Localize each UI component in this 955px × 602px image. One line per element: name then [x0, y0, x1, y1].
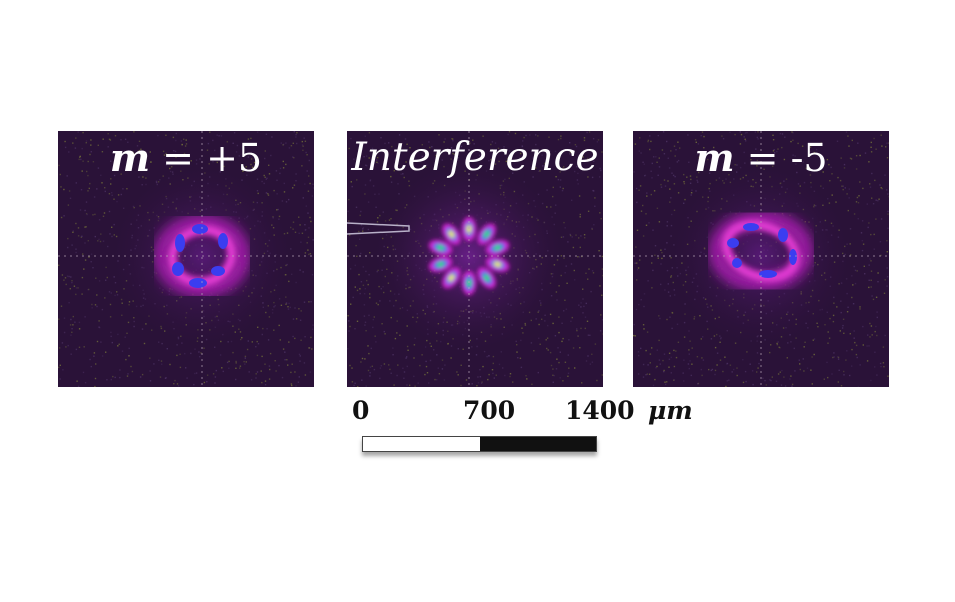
title-variable-m: m	[109, 135, 151, 180]
image-panel-m-plus-5: m = +5	[58, 131, 314, 387]
image-panel-interference: Interference	[347, 131, 603, 387]
beam-profile-interference	[347, 131, 603, 387]
reflection-streak	[347, 222, 410, 235]
scalebar-label-700: 700	[463, 396, 516, 425]
image-panel-m-minus-5: m = -5	[633, 131, 889, 387]
scalebar-black-segment	[479, 437, 596, 451]
title-value: = +5	[150, 136, 263, 180]
scalebar-unit: μm	[648, 396, 693, 425]
scalebar	[362, 436, 597, 452]
panel-title-m-plus-5: m = +5	[58, 135, 314, 181]
beam-profile-m-plus-5	[58, 131, 314, 387]
scalebar-label-0: 0	[352, 396, 370, 425]
scalebar-white-segment	[363, 437, 480, 451]
panel-title-m-minus-5: m = -5	[633, 135, 889, 181]
beam-profile-m-minus-5	[633, 131, 889, 387]
title-value: = -5	[734, 136, 828, 180]
scalebar-label-1400: 1400	[565, 396, 635, 425]
panel-title-interference: Interference	[351, 135, 599, 180]
title-variable-m: m	[694, 135, 735, 180]
